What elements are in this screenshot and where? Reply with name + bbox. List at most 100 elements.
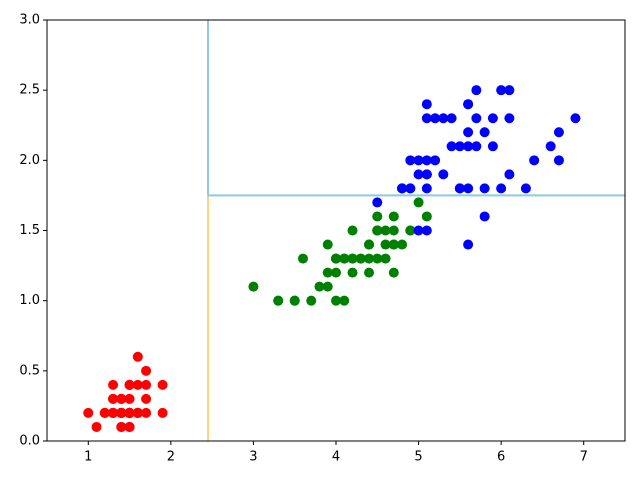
point xyxy=(339,295,350,306)
point xyxy=(463,239,474,250)
point xyxy=(479,211,490,222)
point xyxy=(322,281,333,292)
point xyxy=(446,113,457,124)
point xyxy=(471,141,482,152)
point xyxy=(347,253,358,264)
point xyxy=(248,281,259,292)
point xyxy=(108,407,119,418)
point xyxy=(388,211,399,222)
point xyxy=(529,155,540,166)
y-tick-label: 1.0 xyxy=(19,293,40,308)
point xyxy=(83,407,94,418)
point xyxy=(331,267,341,278)
point xyxy=(504,169,515,180)
point xyxy=(397,183,408,194)
point xyxy=(413,169,424,180)
point xyxy=(355,253,366,264)
point xyxy=(124,421,135,432)
point xyxy=(421,99,432,110)
x-tick-label: 3 xyxy=(249,450,257,465)
point xyxy=(438,169,449,180)
point xyxy=(454,183,465,194)
point xyxy=(545,141,556,152)
point xyxy=(132,351,143,362)
point xyxy=(471,85,482,96)
point xyxy=(388,267,399,278)
point xyxy=(463,183,474,194)
point xyxy=(124,393,135,404)
point xyxy=(421,155,432,166)
point xyxy=(471,113,482,124)
x-tick-label: 4 xyxy=(332,450,340,465)
point xyxy=(91,421,102,432)
x-tick-label: 1 xyxy=(84,450,92,465)
point xyxy=(380,225,391,236)
point xyxy=(496,85,507,96)
point xyxy=(322,267,333,278)
x-tick-label: 5 xyxy=(414,450,422,465)
point xyxy=(116,393,127,404)
point xyxy=(504,113,515,124)
point xyxy=(372,211,383,222)
y-tick-label: 2.0 xyxy=(19,153,40,168)
point xyxy=(405,183,416,194)
point xyxy=(421,169,432,180)
point xyxy=(297,253,308,264)
point xyxy=(430,113,441,124)
point xyxy=(314,281,325,292)
point xyxy=(479,127,490,138)
point xyxy=(421,211,432,222)
point xyxy=(108,393,119,404)
point xyxy=(124,407,135,418)
point xyxy=(364,267,375,278)
point xyxy=(496,183,507,194)
point xyxy=(553,155,564,166)
point xyxy=(372,253,383,264)
point xyxy=(331,253,341,264)
point xyxy=(141,393,152,404)
point xyxy=(132,407,143,418)
point xyxy=(364,253,375,264)
point xyxy=(273,295,284,306)
y-tick-label: 2.5 xyxy=(19,83,40,98)
point xyxy=(372,197,383,208)
y-tick-label: 3.0 xyxy=(19,13,40,28)
point xyxy=(413,155,424,166)
point xyxy=(380,239,391,250)
point xyxy=(479,183,490,194)
point xyxy=(364,239,375,250)
point xyxy=(141,365,152,376)
point xyxy=(520,183,531,194)
point xyxy=(405,155,416,166)
point xyxy=(413,197,424,208)
point xyxy=(504,85,515,96)
y-tick-label: 0.0 xyxy=(19,434,40,449)
point xyxy=(421,113,432,124)
point xyxy=(306,295,317,306)
point xyxy=(421,183,432,194)
point xyxy=(108,379,119,390)
point xyxy=(463,99,474,110)
point xyxy=(289,295,300,306)
axes-frame xyxy=(46,19,626,442)
x-tick-label: 2 xyxy=(167,450,175,465)
point xyxy=(438,113,449,124)
point xyxy=(347,267,358,278)
point xyxy=(388,225,399,236)
point xyxy=(339,253,350,264)
y-tick-label: 0.5 xyxy=(19,363,40,378)
point xyxy=(454,141,465,152)
point xyxy=(570,113,581,124)
point xyxy=(463,127,474,138)
point xyxy=(372,225,383,236)
point xyxy=(99,407,110,418)
point xyxy=(331,295,341,306)
point xyxy=(157,379,168,390)
x-tick-label: 7 xyxy=(580,450,588,465)
point xyxy=(322,239,333,250)
point xyxy=(116,421,127,432)
point xyxy=(421,225,432,236)
point xyxy=(132,379,143,390)
point xyxy=(487,113,498,124)
